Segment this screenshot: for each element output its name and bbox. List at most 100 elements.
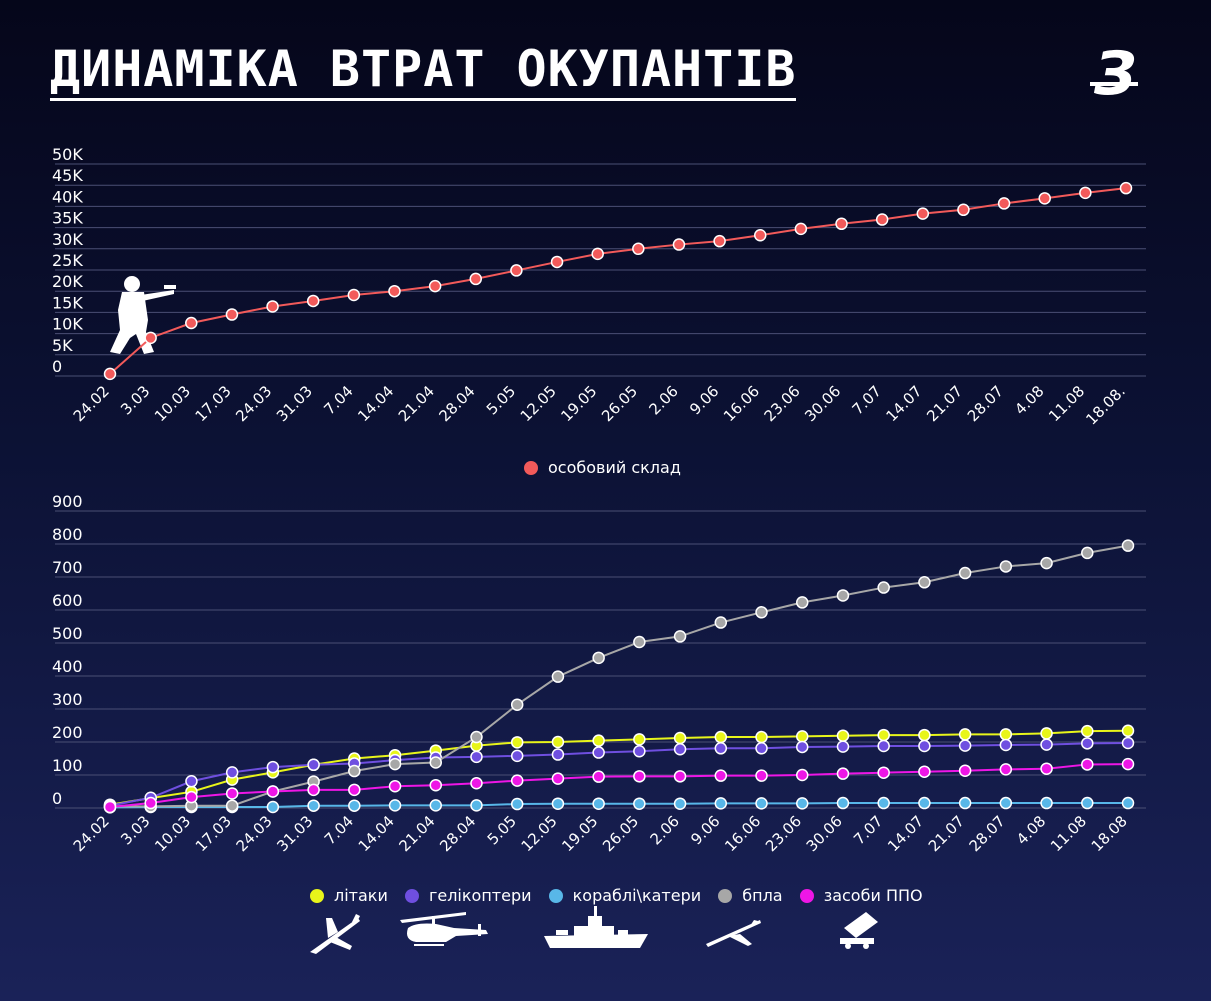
data-point [470, 750, 483, 764]
equipment-chart: 900 800 700 600 500 400 300 200 100 0 24.02 3.0310… [52, 492, 1146, 855]
y-tick-label: 40K [52, 187, 83, 206]
data-point [225, 766, 239, 779]
data-point [470, 799, 483, 812]
data-point [999, 763, 1013, 776]
data-point [958, 764, 972, 777]
x-tick-label: 24.03 [233, 812, 276, 855]
equipment-series [103, 539, 1135, 814]
x-tick-label: 14.04 [354, 382, 397, 425]
data-point [795, 797, 809, 810]
data-point [1040, 796, 1053, 810]
data-point [307, 783, 320, 797]
legend-item-air-defense: засоби ППО [799, 886, 923, 905]
data-point [795, 730, 809, 743]
x-tick-label: 23.06 [762, 812, 805, 855]
data-point [510, 774, 524, 787]
data-point [144, 796, 157, 810]
legend-dot-air-defense [799, 888, 814, 903]
data-point [877, 739, 890, 753]
data-point [1040, 556, 1053, 570]
ship-icon [544, 906, 648, 948]
x-tick-label: 2.06 [647, 812, 683, 848]
x-tick-label: 3.03 [117, 812, 153, 848]
legend-label-air-defense: засоби ППО [823, 886, 923, 905]
data-point [510, 264, 523, 277]
x-tick-label: 16.06 [721, 812, 764, 855]
x-tick-label: 30.06 [803, 812, 846, 855]
data-point [1079, 186, 1092, 200]
x-tick-label: 14.04 [355, 812, 398, 855]
data-point [592, 797, 605, 810]
data-point [957, 203, 970, 217]
x-tick-label: 14.07 [884, 812, 927, 855]
data-point [673, 731, 687, 745]
data-point [673, 797, 687, 810]
series-line [109, 763, 1129, 809]
data-point [836, 729, 850, 742]
series-4 [103, 757, 1135, 814]
data-point [714, 797, 728, 810]
data-point [592, 770, 605, 783]
personnel-chart: 50K 45K 40K 35K 30K 25K 20K 15K 10K 5K 0 24.02 3.03… [52, 145, 1146, 429]
data-point [1040, 738, 1053, 751]
data-point [306, 294, 320, 308]
data-point [877, 766, 890, 779]
data-point [225, 308, 239, 321]
y-tick-label: 200 [52, 723, 83, 742]
data-point [510, 797, 524, 811]
data-point [347, 288, 361, 302]
data-point [835, 217, 848, 231]
equipment-legend: літаки гелікоптери кораблі\катери бпла з… [310, 886, 935, 907]
y-tick-label: 100 [52, 756, 83, 775]
y-tick-label: 600 [52, 591, 83, 610]
data-point [755, 769, 768, 782]
legend-item-personnel: особовий склад [524, 458, 681, 477]
x-tick-label: 10.03 [151, 382, 194, 425]
x-tick-label: 18.08. [1082, 382, 1128, 428]
personnel-gridlines [55, 163, 1146, 377]
data-point [225, 787, 239, 800]
data-point [836, 796, 850, 810]
data-point [429, 756, 443, 769]
data-point [144, 331, 157, 345]
brand-logo: З [1090, 42, 1138, 106]
series-0 [103, 724, 1135, 811]
plane-icon [310, 914, 360, 954]
data-point [877, 796, 890, 810]
legend-item-planes: літаки [310, 886, 388, 905]
x-tick-label: 28.07 [966, 812, 1009, 855]
data-point [673, 770, 687, 783]
x-tick-label: 19.05 [557, 382, 600, 425]
legend-item-drones: бпла [718, 886, 783, 905]
x-tick-label: 17.03 [192, 812, 235, 855]
data-point [713, 234, 726, 248]
data-point [633, 770, 646, 783]
data-point [307, 799, 320, 812]
data-point [470, 730, 483, 744]
data-point [999, 728, 1013, 741]
personnel-y-ticks: 50K 45K 40K 35K 30K 25K 20K 15K 10K 5K 0 [52, 145, 83, 376]
legend-label-planes: літаки [334, 886, 388, 905]
x-tick-label: 7.07 [849, 382, 885, 418]
y-tick-label: 300 [52, 690, 83, 709]
personnel-legend: особовий склад [524, 458, 693, 479]
x-tick-label: 5.05 [484, 812, 520, 848]
data-point [795, 596, 809, 609]
equipment-y-ticks: 900 800 700 600 500 400 300 200 100 0 [52, 492, 83, 808]
y-tick-label: 35K [52, 209, 83, 228]
data-point [918, 576, 931, 589]
data-point [958, 728, 972, 741]
personnel-series [103, 181, 1133, 381]
x-tick-label: 28.04 [436, 812, 479, 855]
x-tick-label: 9.06 [686, 382, 722, 418]
x-tick-label: 26.05 [598, 382, 641, 425]
series-0 [103, 181, 1133, 381]
data-point [632, 242, 645, 256]
data-point [714, 616, 728, 629]
legend-label-ships: кораблі\катери [572, 886, 702, 905]
x-tick-label: 7.07 [850, 812, 886, 848]
data-point [1040, 762, 1053, 775]
data-point [714, 742, 728, 755]
data-point [225, 799, 239, 812]
